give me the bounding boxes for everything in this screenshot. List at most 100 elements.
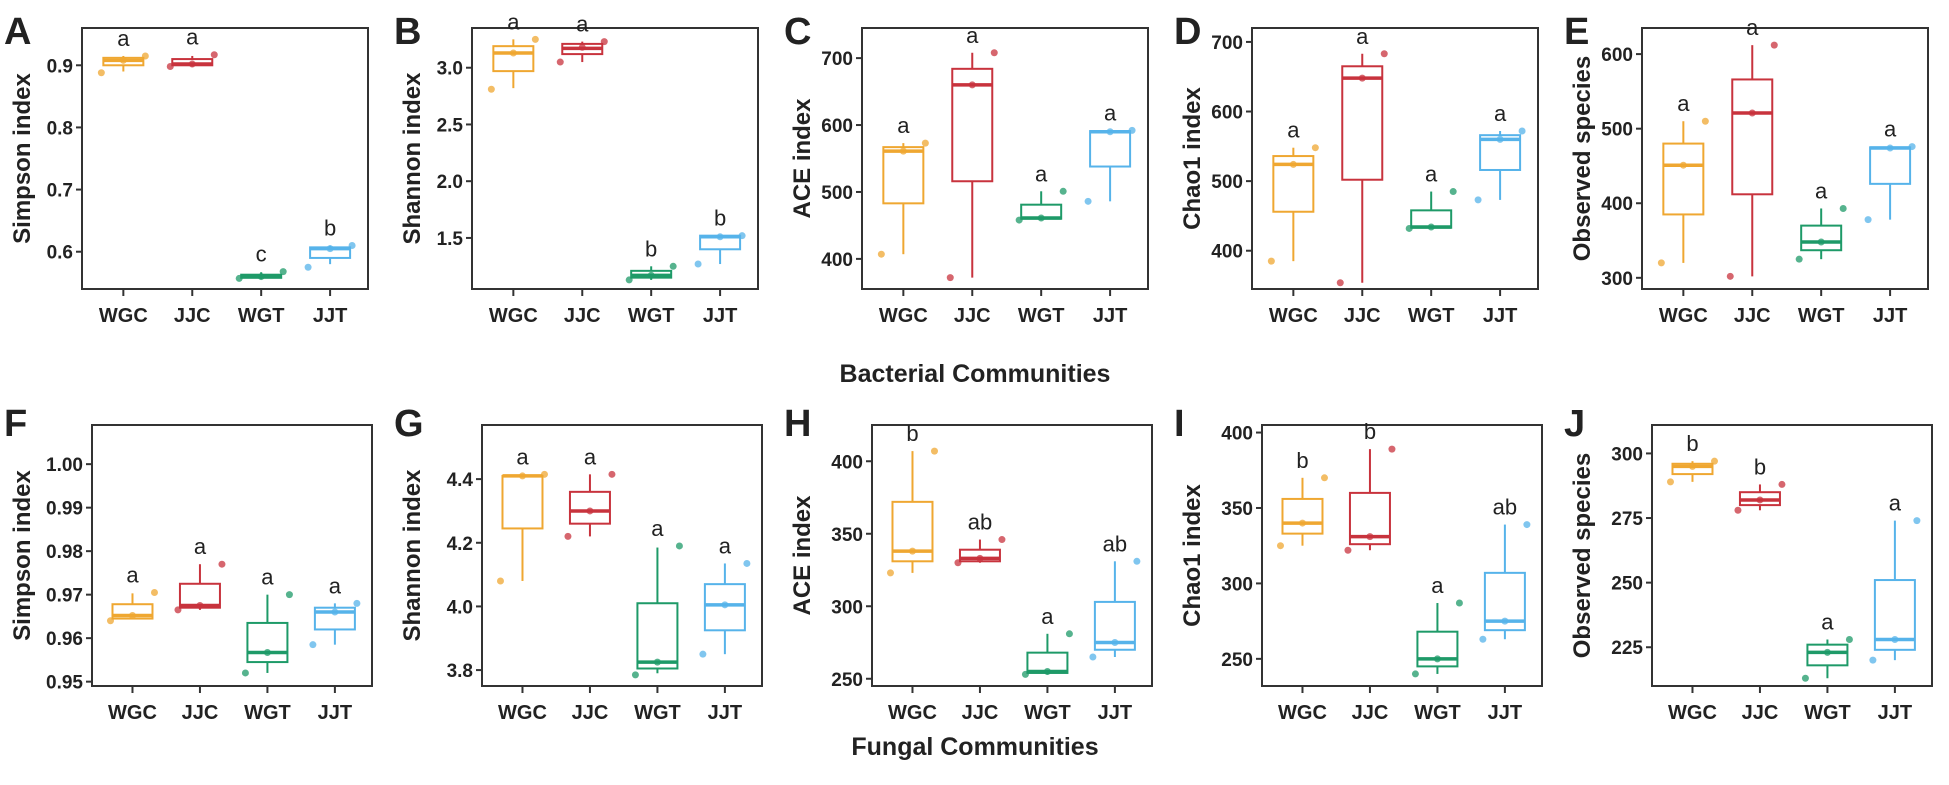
plot-frame [1641, 27, 1929, 290]
point-WGT [1823, 648, 1831, 656]
significance-letter-WGT: a [1821, 609, 1834, 634]
y-tick-label: 700 [821, 49, 853, 70]
point-JJT [1106, 128, 1114, 136]
panel-J: J 225 250 275 300 Observed species WGC b JJC b WGT… [1564, 403, 1933, 724]
point-JJT [721, 601, 729, 609]
y-tick-label: 4.0 [447, 597, 473, 618]
point-JJC [586, 507, 594, 515]
point-JJT [1474, 196, 1482, 204]
point-WGC [1666, 478, 1674, 486]
point-JJT [694, 260, 702, 268]
point-JJC [196, 602, 204, 610]
point-JJT [1133, 557, 1141, 565]
significance-letter-WGT: a [1431, 573, 1444, 598]
significance-letter-JJT: a [1104, 100, 1117, 125]
significance-letter-WGT: a [651, 516, 664, 541]
panel-H: H 250 300 350 400 ACE index WGC b JJC ab WGT a JJT ab [784, 403, 1153, 724]
point-JJC [1358, 74, 1366, 82]
point-JJT [738, 232, 746, 240]
point-WGC [1276, 542, 1284, 550]
point-WGC [908, 547, 916, 555]
y-tick-label: 300 [831, 597, 863, 618]
significance-letter-JJT: b [714, 206, 726, 231]
x-tick-label: JJT [1483, 305, 1517, 327]
point-JJT [1479, 635, 1487, 643]
point-WGT [1845, 635, 1853, 643]
point-JJC [174, 606, 182, 614]
point-JJT [716, 233, 724, 241]
point-JJC [578, 43, 586, 51]
point-WGT [1817, 238, 1825, 246]
significance-letter-JJC: a [186, 25, 199, 50]
plot-frame [871, 424, 1153, 687]
y-axis-title: Simpson index [9, 73, 36, 244]
significance-letter-JJT: a [719, 533, 732, 558]
y-tick-label: 400 [1211, 242, 1243, 263]
plot-frame [81, 27, 369, 290]
point-JJC [954, 559, 962, 567]
panel-label: D [1174, 11, 1201, 53]
x-tick-label: JJC [572, 702, 609, 724]
y-tick-label: 0.98 [46, 542, 83, 563]
point-WGT [1405, 224, 1413, 232]
point-JJT [331, 608, 339, 616]
box-WGC [501, 474, 544, 530]
point-WGT [1449, 188, 1457, 196]
significance-letter-JJT: a [1494, 101, 1507, 126]
box-JJT [1869, 146, 1912, 185]
point-JJT [1891, 635, 1899, 643]
fungal-section-title: Fungal Communities [851, 733, 1098, 761]
point-JJC [600, 38, 608, 46]
significance-letter-JJT: b [324, 216, 336, 241]
y-tick-label: 0.95 [46, 673, 83, 694]
point-JJC [1748, 109, 1756, 117]
y-tick-label: 400 [1601, 194, 1633, 215]
box-WGT [1800, 224, 1843, 252]
y-axis-title: Shannon index [399, 72, 426, 245]
y-tick-label: 3.0 [437, 59, 463, 80]
point-WGT [257, 273, 265, 281]
point-WGC [128, 612, 136, 620]
point-JJT [304, 263, 312, 271]
plot-frame [1651, 424, 1933, 687]
point-WGT [285, 591, 293, 599]
point-WGC [1710, 457, 1718, 465]
point-JJT [1886, 144, 1894, 152]
point-WGT [653, 658, 661, 666]
point-JJT [1518, 127, 1526, 135]
point-WGT [235, 274, 243, 282]
x-tick-label: WGT [1804, 702, 1851, 724]
y-tick-label: 275 [1611, 509, 1643, 530]
significance-letter-WGT: a [1425, 162, 1438, 187]
point-JJC [166, 63, 174, 71]
point-JJT [1128, 126, 1136, 134]
point-JJC [998, 536, 1006, 544]
point-WGC [119, 56, 127, 64]
panel-label: I [1174, 403, 1185, 445]
point-WGC [1267, 257, 1275, 265]
significance-letter-WGC: a [1677, 91, 1690, 116]
significance-letter-WGT: a [1035, 161, 1048, 186]
x-tick-label: WGC [99, 305, 148, 327]
point-JJT [1496, 135, 1504, 143]
y-tick-label: 225 [1611, 638, 1643, 659]
point-WGT [1043, 668, 1051, 675]
box-WGC [1662, 142, 1705, 216]
significance-letter-WGC: b [1686, 431, 1698, 456]
y-tick-label: 300 [1601, 269, 1633, 290]
point-WGC [1679, 161, 1687, 169]
point-JJC [1734, 506, 1742, 514]
significance-letter-JJT: a [1884, 117, 1897, 142]
point-JJT [1084, 197, 1092, 205]
x-tick-label: WGC [1278, 702, 1327, 724]
x-tick-label: JJC [1352, 702, 1389, 724]
x-tick-label: WGT [244, 702, 291, 724]
y-tick-label: 500 [1211, 172, 1243, 193]
plot-frame [481, 424, 763, 687]
panel-label: E [1564, 11, 1589, 53]
y-tick-label: 0.99 [46, 499, 83, 520]
y-tick-label: 700 [1211, 33, 1243, 54]
y-axis-title: Observed species [1569, 56, 1596, 261]
point-JJC [1388, 445, 1396, 453]
panel-G: G 3.8 4.0 4.2 4.4 Shannon index WGC a JJC a WGT a JJ… [394, 403, 763, 724]
